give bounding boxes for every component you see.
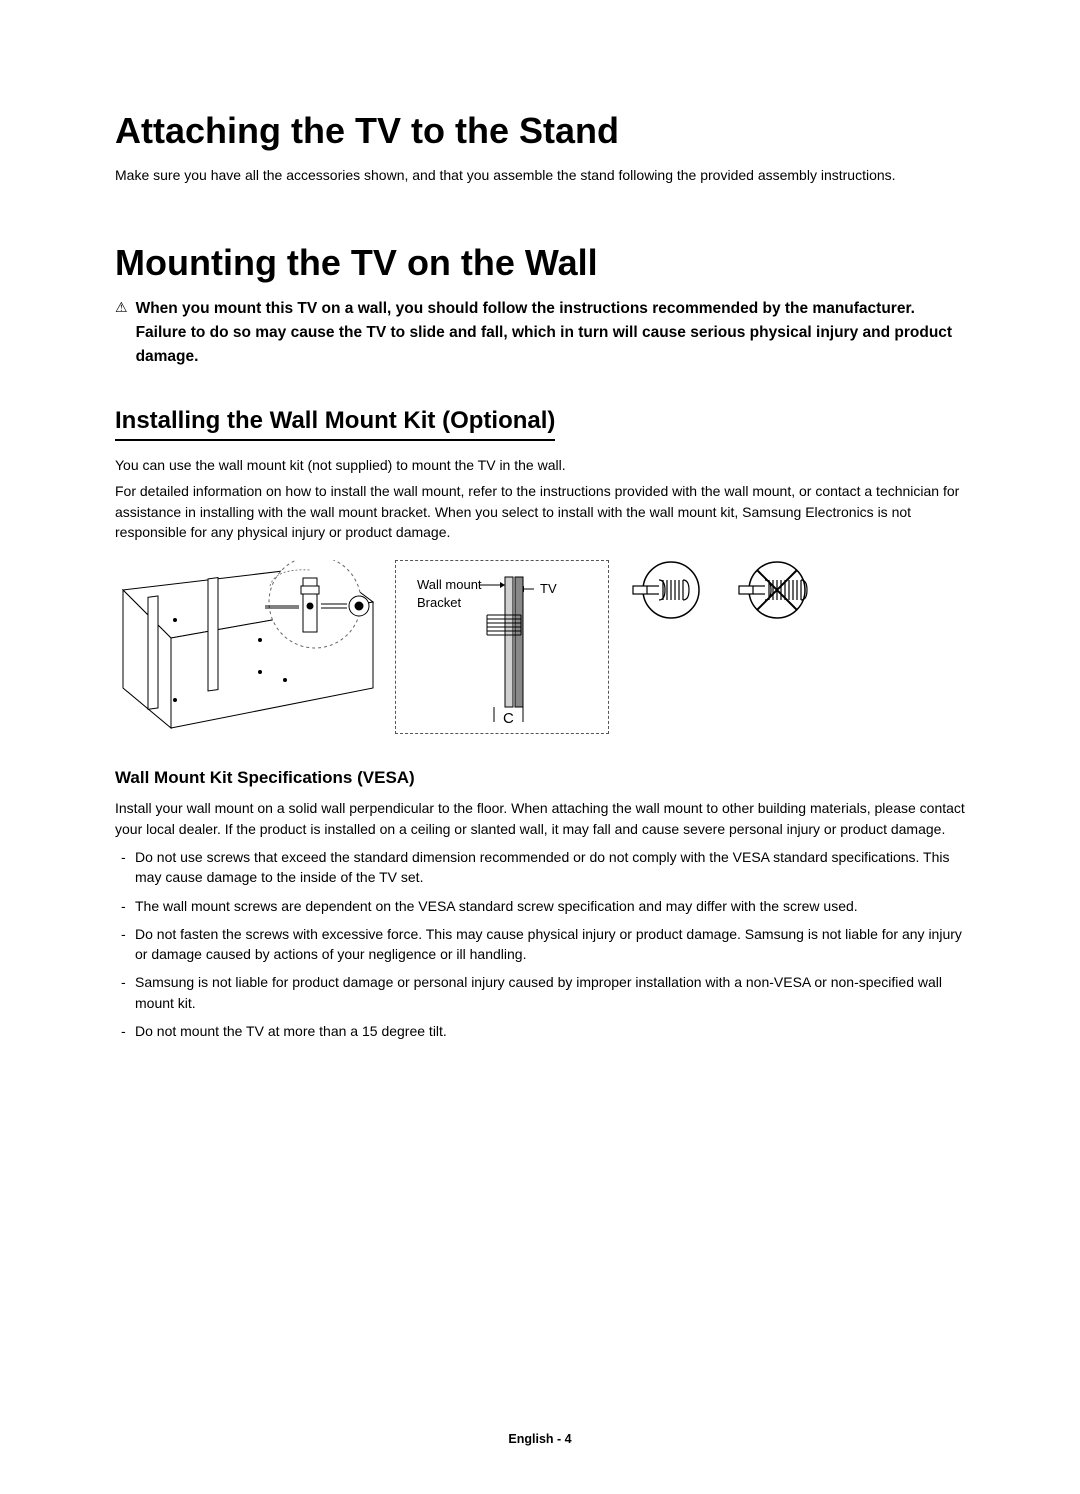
footer-sep: -	[554, 1432, 565, 1446]
heading-installing-kit: Installing the Wall Mount Kit (Optional)	[115, 407, 555, 441]
bullet-dash: -	[115, 896, 127, 916]
heading-vesa-spec: Wall Mount Kit Specifications (VESA)	[115, 768, 965, 788]
heading-attaching: Attaching the TV to the Stand	[115, 110, 965, 151]
list-item: - Samsung is not liable for product dama…	[115, 972, 965, 1013]
vesa-intro: Install your wall mount on a solid wall …	[115, 798, 965, 839]
bullet-dash: -	[115, 1021, 127, 1041]
list-item: - Do not mount the TV at more than a 15 …	[115, 1021, 965, 1041]
figure-cross-section: Wall mount Bracket TV	[395, 560, 609, 734]
list-item: - The wall mount screws are dependent on…	[115, 896, 965, 916]
label-wallmount: Wall mount	[417, 577, 482, 592]
bullet-text: Do not mount the TV at more than a 15 de…	[135, 1021, 447, 1041]
bullet-text: Samsung is not liable for product damage…	[135, 972, 965, 1013]
footer-language: English	[508, 1432, 553, 1446]
figure-spacer-icons	[623, 560, 833, 620]
label-bracket: Bracket	[417, 595, 461, 610]
manual-page: Attaching the TV to the Stand Make sure …	[0, 0, 1080, 1494]
vesa-bullet-list: - Do not use screws that exceed the stan…	[115, 847, 965, 1041]
heading-mounting: Mounting the TV on the Wall	[115, 242, 965, 283]
figure-tv-back	[115, 560, 381, 730]
bullet-text: The wall mount screws are dependent on t…	[135, 896, 858, 916]
label-tv: TV	[540, 581, 557, 596]
bullet-text: Do not fasten the screws with excessive …	[135, 924, 965, 965]
list-item: - Do not use screws that exceed the stan…	[115, 847, 965, 888]
page-footer: English - 4	[0, 1432, 1080, 1446]
spacer	[115, 186, 965, 242]
bullet-text: Do not use screws that exceed the standa…	[135, 847, 965, 888]
bullet-dash: -	[115, 972, 127, 1013]
installing-p1: You can use the wall mount kit (not supp…	[115, 455, 965, 475]
footer-page-number: 4	[565, 1432, 572, 1446]
bullet-dash: -	[115, 924, 127, 965]
mounting-warning: ⚠ When you mount this TV on a wall, you …	[115, 297, 965, 369]
warning-text: When you mount this TV on a wall, you sh…	[136, 297, 965, 369]
bullet-dash: -	[115, 847, 127, 888]
label-c: C	[503, 710, 514, 727]
attaching-intro: Make sure you have all the accessories s…	[115, 165, 965, 185]
installing-p2: For detailed information on how to insta…	[115, 481, 965, 542]
warning-icon: ⚠	[115, 299, 128, 316]
figure-row: Wall mount Bracket TV	[115, 560, 965, 734]
list-item: - Do not fasten the screws with excessiv…	[115, 924, 965, 965]
